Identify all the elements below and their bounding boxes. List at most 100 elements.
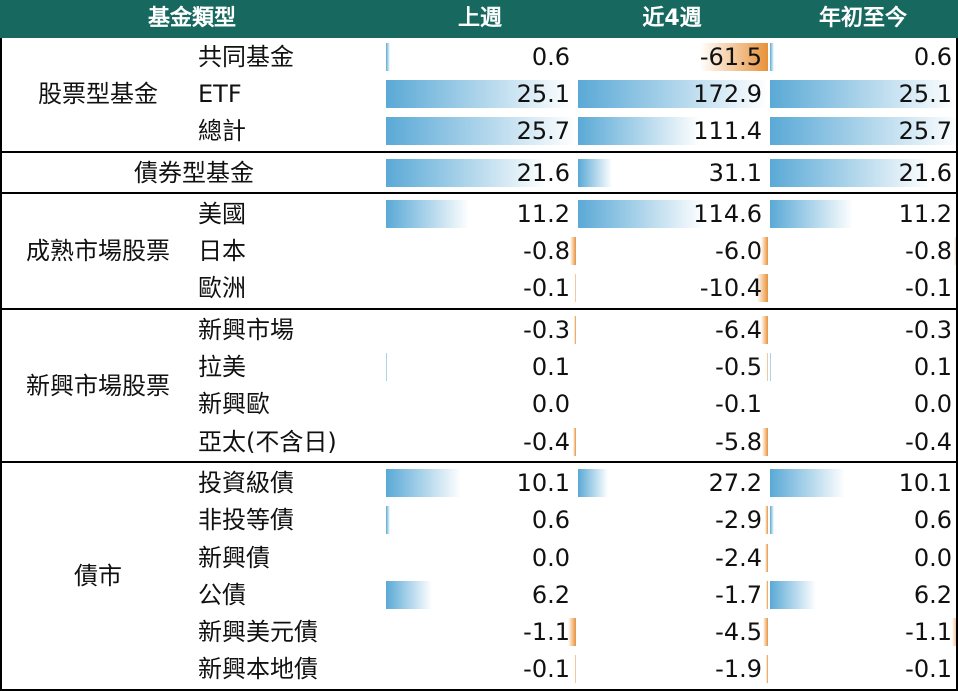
row-label: ETF [198,79,242,109]
data-bar [765,506,768,534]
data-value: 0.6 [832,505,952,535]
data-value: -1.1 [450,617,570,647]
group-label: 債券型基金 [2,158,386,188]
data-value: 0.6 [832,42,952,72]
data-bar [573,428,576,456]
header-col-ytd: 年初至今 [768,0,958,38]
data-bar [386,43,390,71]
data-value: 114.6 [642,199,762,229]
data-bar [578,159,612,187]
data-bar [574,316,576,344]
data-value: 0.1 [450,352,570,382]
data-value: 0.0 [450,389,570,419]
group-label: 股票型基金 [2,79,194,109]
group-divider [0,308,958,310]
data-value: -0.8 [832,236,952,266]
data-bar [386,506,390,534]
data-value: -0.3 [450,315,570,345]
data-bar [770,353,771,381]
data-value: 21.6 [450,158,570,188]
data-value: 6.2 [832,580,952,610]
row-label: 拉美 [198,352,246,382]
row-label: 歐洲 [198,273,246,303]
data-value: -4.5 [642,617,762,647]
data-value: 6.2 [450,580,570,610]
group-label: 債市 [2,561,194,591]
data-value: 172.9 [642,79,762,109]
data-value: 10.1 [450,468,570,498]
data-value: -2.4 [642,543,762,573]
data-value: 25.1 [450,79,570,109]
row-label: 新興債 [198,543,270,573]
data-bar [770,43,774,71]
row-label: 新興本地債 [198,654,318,684]
table-border-left [0,38,2,691]
data-value: -1.1 [832,617,952,647]
row-label: 日本 [198,236,246,266]
data-value: 0.0 [832,543,952,573]
data-bar [575,274,576,302]
data-value: -0.4 [832,427,952,457]
row-label: 共同基金 [198,42,294,72]
data-value: -6.4 [642,315,762,345]
data-value: -6.0 [642,236,762,266]
data-bar [386,353,387,381]
data-value: 27.2 [642,468,762,498]
data-value: 0.6 [450,505,570,535]
data-bar [770,581,816,609]
data-value: 25.1 [832,79,952,109]
data-value: 11.2 [832,199,952,229]
group-divider [0,192,958,194]
data-value: -1.7 [642,580,762,610]
data-bar [386,581,432,609]
data-value: -0.8 [450,236,570,266]
data-value: 0.1 [832,352,952,382]
row-label: 投資級債 [198,468,294,498]
group-divider [0,151,958,153]
row-label: 新興美元債 [198,617,318,647]
header-col-last-week: 上週 [384,0,576,38]
group-divider [0,461,958,463]
data-value: 10.1 [832,468,952,498]
data-bar [766,655,768,683]
data-bar [762,428,768,456]
data-value: 25.7 [832,116,952,146]
data-value: -0.4 [450,427,570,457]
data-value: -0.5 [642,352,762,382]
data-bar [570,237,576,265]
row-label: 新興歐 [198,389,270,419]
header-col-4-weeks: 近4週 [576,0,768,38]
data-bar [578,469,608,497]
row-label: 非投等債 [198,505,294,535]
data-value: 111.4 [642,116,762,146]
data-value: 25.7 [450,116,570,146]
data-value: 11.2 [450,199,570,229]
data-value: 31.1 [642,158,762,188]
table-header: 基金類型 上週 近4週 年初至今 [0,0,958,38]
data-bar [765,544,768,572]
header-category: 基金類型 [0,0,384,38]
group-label: 成熟市場股票 [2,236,194,266]
data-bar [770,506,774,534]
data-value: -0.1 [832,273,952,303]
data-value: -0.1 [642,389,762,419]
data-bar [763,618,768,646]
row-label: 美國 [198,199,246,229]
data-bar [761,316,768,344]
data-value: -2.9 [642,505,762,535]
data-value: -0.3 [832,315,952,345]
data-value: -61.5 [642,42,762,72]
data-value: -0.1 [450,654,570,684]
data-value: -1.9 [642,654,762,684]
data-value: 0.0 [450,543,570,573]
data-value: -0.1 [450,273,570,303]
data-value: 0.0 [832,389,952,419]
data-value: 0.6 [450,42,570,72]
data-bar [767,353,768,381]
data-bar [761,237,768,265]
data-value: -5.8 [642,427,762,457]
row-label: 亞太(不含日) [198,427,337,457]
row-label: 新興市場 [198,315,294,345]
data-value: -10.4 [642,273,762,303]
